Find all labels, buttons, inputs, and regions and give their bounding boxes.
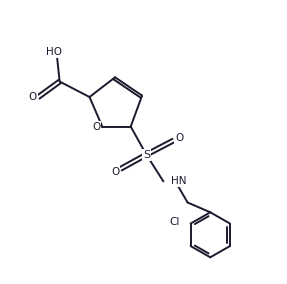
Text: O: O: [111, 166, 119, 177]
Text: O: O: [92, 122, 100, 131]
Text: O: O: [28, 92, 37, 102]
Text: Cl: Cl: [169, 217, 180, 227]
Text: HO: HO: [46, 47, 62, 57]
Text: S: S: [143, 150, 150, 160]
Text: HN: HN: [171, 176, 187, 186]
Text: O: O: [175, 133, 183, 143]
